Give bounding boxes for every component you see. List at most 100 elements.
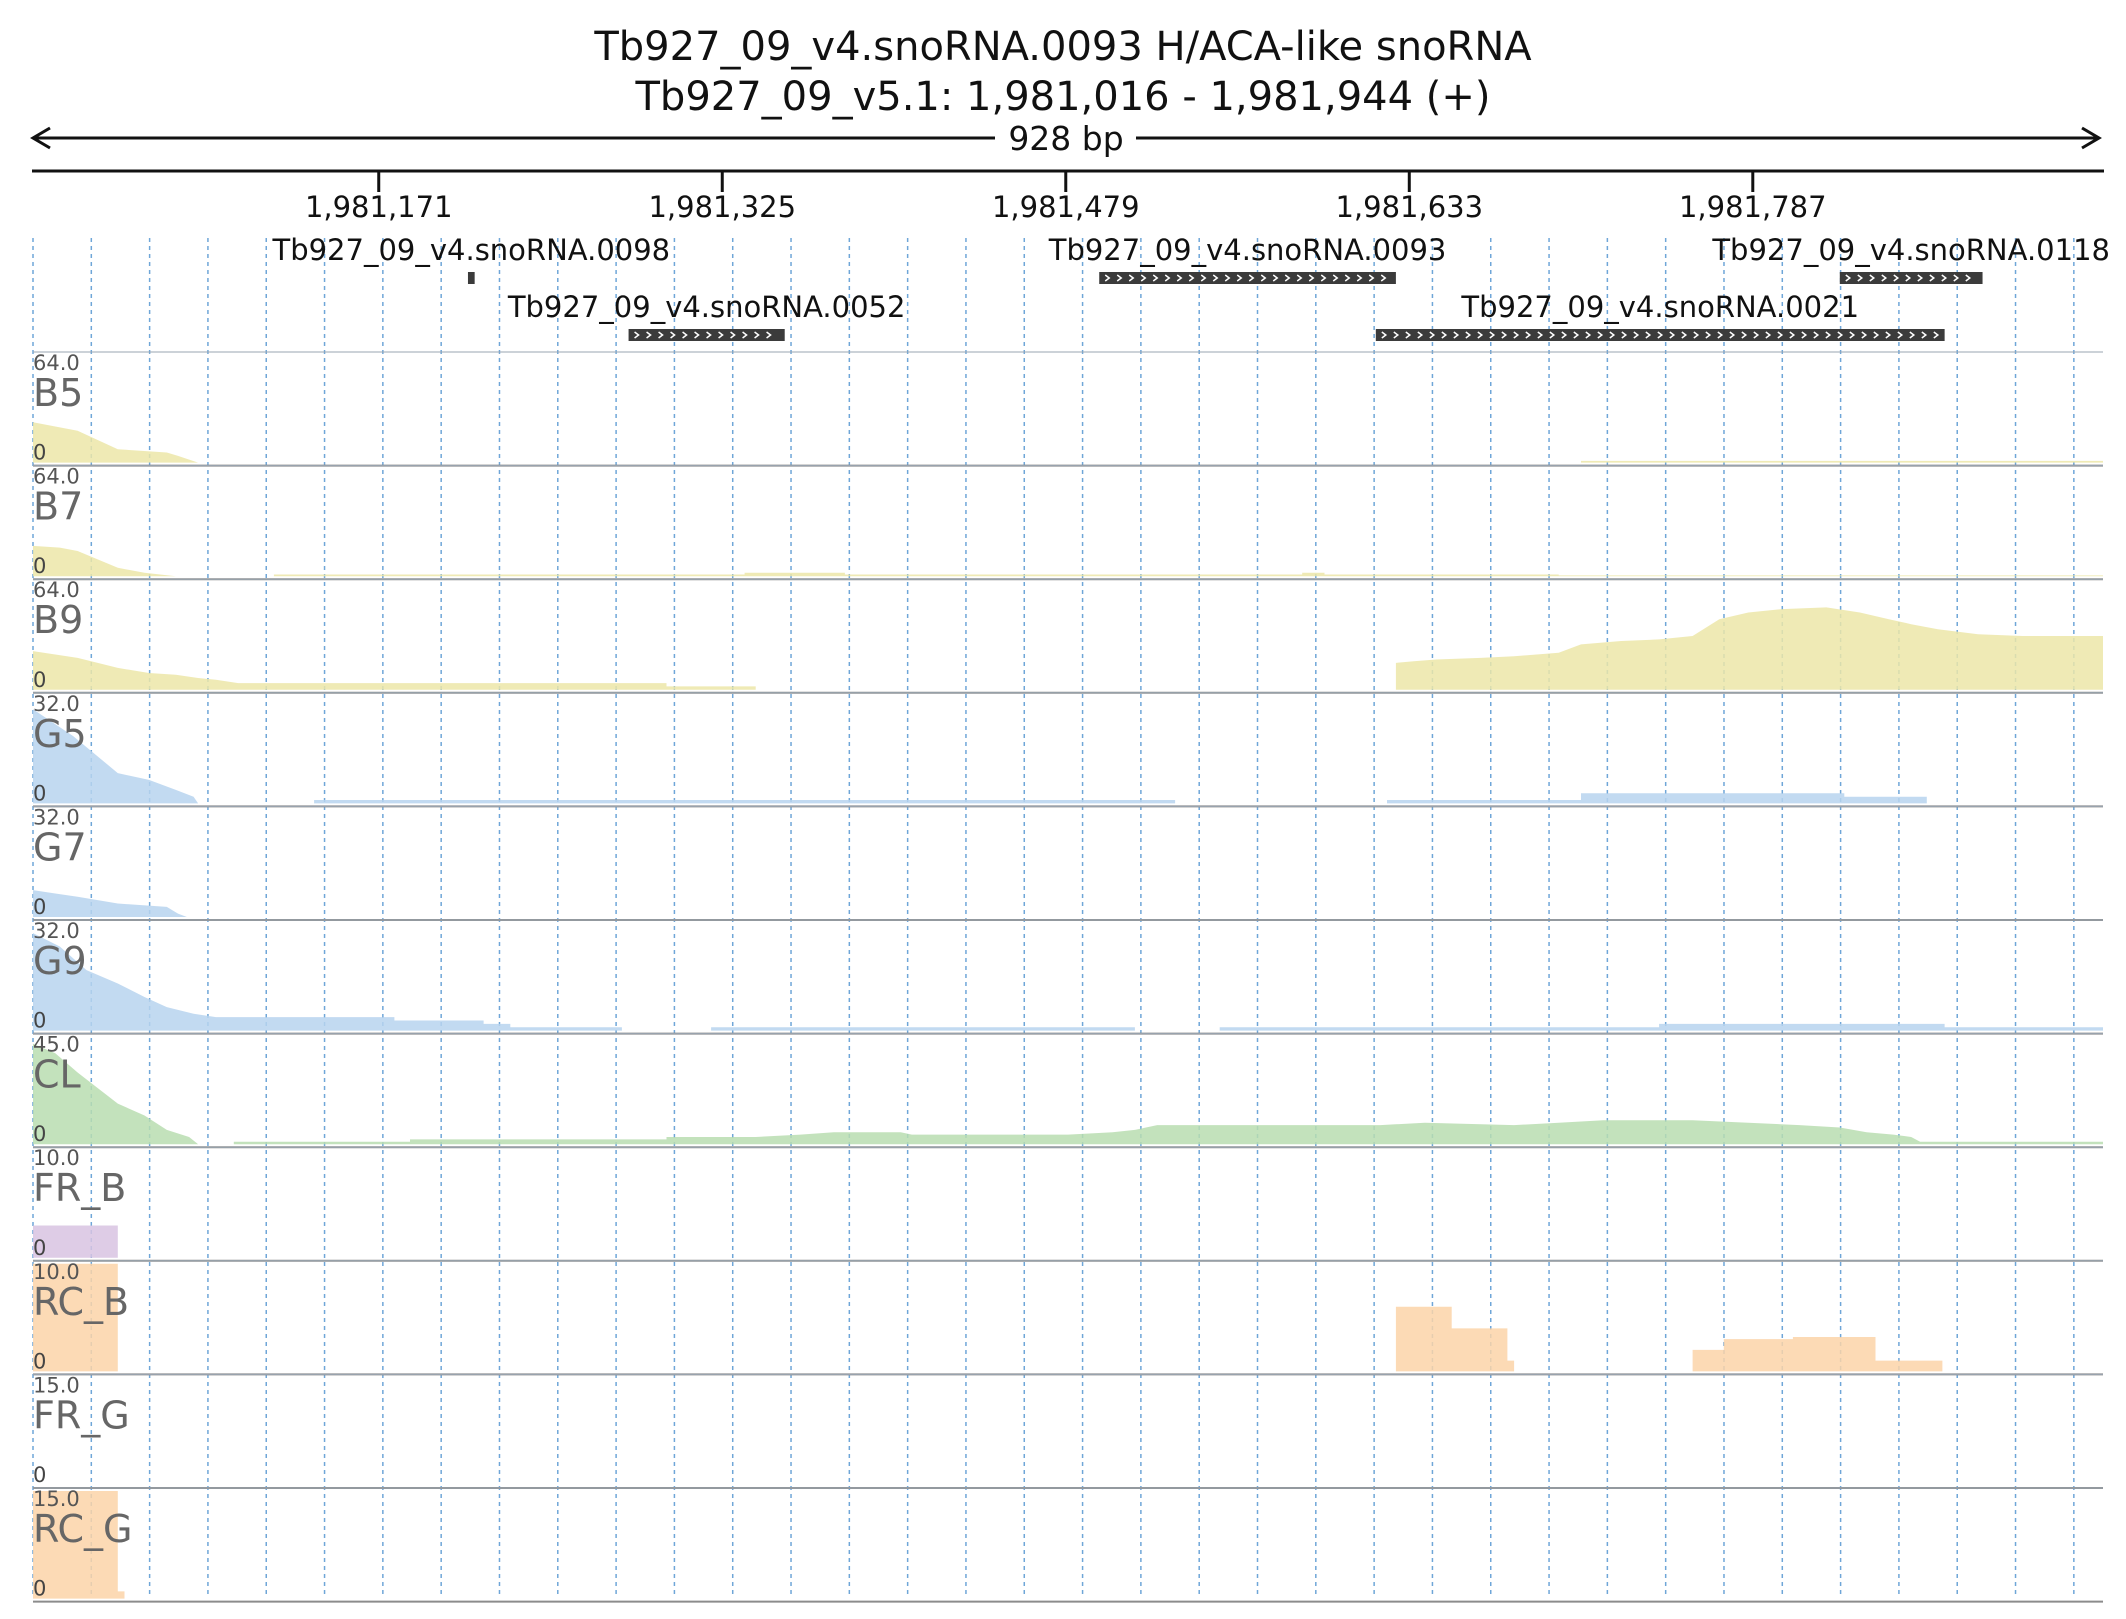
strand-arrow-icon [1224, 274, 1231, 282]
strand-arrow-icon [1849, 331, 1856, 339]
strand-arrow-icon [1405, 331, 1412, 339]
strand-arrow-icon [1909, 331, 1916, 339]
strand-arrow-icon [1489, 331, 1496, 339]
strand-arrow-icon [1152, 274, 1159, 282]
track-min-label: 0 [33, 1577, 46, 1601]
coordinate-ticks: 1,981,171 1,981,325 1,981,479 1,981,633 1,98… [305, 171, 1827, 224]
strand-arrow-icon [1681, 331, 1688, 339]
track-name: B7 [33, 485, 83, 529]
track-CL: 45.0CL 0 [33, 1033, 2103, 1149]
strand-arrow-icon [1164, 274, 1171, 282]
strand-arrow-icon [1308, 274, 1315, 282]
strand-arrow-icon [1537, 331, 1544, 339]
track-min-label: 0 [33, 554, 46, 578]
span-ruler: 928 bp [30, 119, 2102, 158]
strand-arrow-icon [1845, 274, 1852, 282]
feature-label: Tb927_09_v4.snoRNA.0098 [271, 233, 670, 267]
feature-bar [1375, 329, 1945, 341]
strand-arrow-icon [658, 331, 664, 339]
track-max-label: 45.0 [33, 1033, 80, 1057]
track-min-label: 0 [33, 1236, 46, 1260]
tick-label: 1,981,633 [1335, 190, 1483, 224]
tick-label: 1,981,479 [992, 190, 1140, 224]
track-name: B9 [33, 598, 83, 642]
strand-arrow-icon [1248, 274, 1255, 282]
strand-arrow-icon [1741, 331, 1748, 339]
track-min-label: 0 [33, 895, 46, 919]
figure-title: Tb927_09_v4.snoRNA.0093 H/ACA-like snoRN… [593, 24, 1532, 70]
track-max-label: 64.0 [33, 351, 80, 375]
coverage-area [33, 1043, 2103, 1145]
strand-arrow-icon [1857, 274, 1864, 282]
tick-label: 1,981,171 [305, 190, 453, 224]
strand-arrow-icon [1296, 274, 1303, 282]
feature-bar [467, 272, 475, 284]
track-name: G7 [33, 825, 87, 869]
track-max-label: 32.0 [33, 919, 80, 943]
coverage-area [33, 607, 2103, 690]
feature-bar [1099, 272, 1396, 284]
strand-arrow-icon [1501, 331, 1508, 339]
strand-arrow-icon [1260, 274, 1267, 282]
strand-arrow-icon [1140, 274, 1147, 282]
coverage-area [33, 933, 2103, 1031]
strand-arrow-icon [1705, 331, 1712, 339]
strand-arrow-icon [1645, 331, 1652, 339]
strand-arrow-icon [1381, 331, 1388, 339]
strand-arrow-icon [1965, 274, 1972, 282]
strand-arrow-icon [1128, 274, 1135, 282]
strand-arrow-icon [1549, 331, 1556, 339]
strand-arrow-icon [682, 331, 688, 339]
strand-arrow-icon [1657, 331, 1664, 339]
feature-label: Tb927_09_v4.snoRNA.0021 [1460, 290, 1859, 324]
strand-arrow-icon [1941, 274, 1948, 282]
strand-arrow-icon [1561, 331, 1568, 339]
strand-arrow-icon [1284, 274, 1291, 282]
strand-arrow-icon [1609, 331, 1616, 339]
track-name: G5 [33, 712, 87, 756]
feature-bar [628, 329, 785, 341]
feature-track: Tb927_09_v4.snoRNA.0098 Tb927_09_v4.snoRN… [271, 233, 2110, 341]
left-arrow-icon [30, 126, 51, 150]
track-max-label: 10.0 [33, 1146, 80, 1170]
feature-Tb927_09_v4.snoRNA.0098[interactable]: Tb927_09_v4.snoRNA.0098 [271, 233, 670, 284]
strand-arrow-icon [1813, 331, 1820, 339]
strand-arrow-icon [1320, 274, 1327, 282]
strand-arrow-icon [1176, 274, 1183, 282]
strand-arrow-icon [1356, 274, 1363, 282]
tick-label: 1,981,325 [648, 190, 796, 224]
track-name: RC_B [33, 1280, 129, 1324]
track-B5: 64.0B5 0 [33, 351, 2103, 467]
strand-arrow-icon [718, 331, 724, 339]
feature-Tb927_09_v4.snoRNA.0052[interactable]: Tb927_09_v4.snoRNA.0052 [507, 290, 906, 341]
track-RC_B: 10.0RC_B 0 [33, 1260, 2103, 1376]
track-max-label: 15.0 [33, 1373, 80, 1397]
strand-arrow-icon [694, 331, 700, 339]
span-length-label: 928 bp [1008, 119, 1123, 158]
track-name: G9 [33, 939, 87, 983]
strand-arrow-icon [1332, 274, 1339, 282]
strand-arrow-icon [1753, 331, 1760, 339]
track-name: RC_G [33, 1507, 133, 1551]
strand-arrow-icon [1188, 274, 1195, 282]
right-arrow-icon [2081, 126, 2102, 150]
strand-arrow-icon [1917, 274, 1924, 282]
track-B7: 64.0B7 0 [33, 465, 2103, 581]
strand-arrow-icon [646, 331, 652, 339]
strand-arrow-icon [1465, 331, 1472, 339]
coverage-area [33, 422, 2103, 463]
track-max-label: 15.0 [33, 1487, 80, 1511]
strand-arrow-icon [1825, 331, 1832, 339]
track-G9: 32.0G9 0 [33, 919, 2103, 1035]
feature-Tb927_09_v4.snoRNA.0118[interactable]: Tb927_09_v4.snoRNA.0118 [1711, 233, 2110, 284]
track-min-label: 0 [33, 1009, 46, 1033]
strand-arrow-icon [1585, 331, 1592, 339]
track-name: B5 [33, 371, 83, 415]
track-FR_G: 15.0FR_G 0 [33, 1373, 2103, 1489]
feature-Tb927_09_v4.snoRNA.0021[interactable]: Tb927_09_v4.snoRNA.0021 [1375, 290, 1945, 341]
feature-Tb927_09_v4.snoRNA.0093[interactable]: Tb927_09_v4.snoRNA.0093 [1048, 233, 1447, 284]
strand-arrow-icon [1633, 331, 1640, 339]
strand-arrow-icon [1513, 331, 1520, 339]
strand-arrow-icon [1116, 274, 1123, 282]
